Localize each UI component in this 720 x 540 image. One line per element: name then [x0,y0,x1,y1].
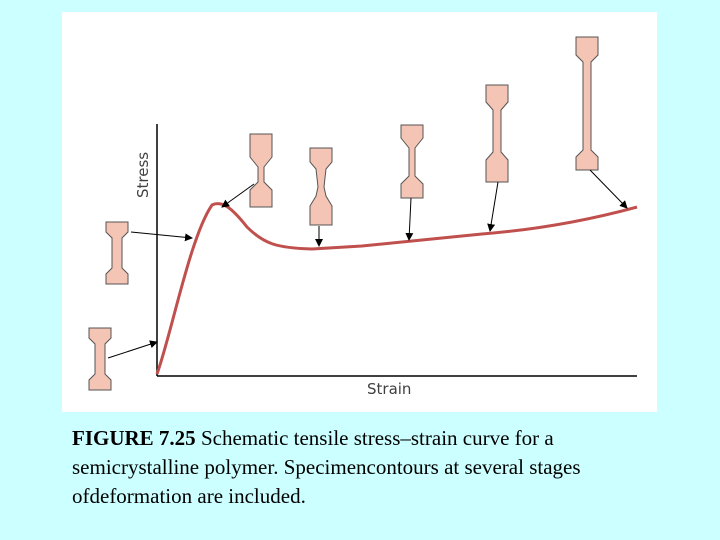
y-axis-label: Stress [134,152,152,198]
specimen-undeformed [88,327,112,391]
specimen-fully-drawn [575,36,599,171]
arrow-drawing [487,181,499,232]
specimen-drawing [485,84,509,183]
arrow-elastic [130,231,193,242]
x-axis-label: Strain [367,380,411,398]
figure-panel: Stress Strain [62,12,657,412]
arrow-fully-drawn [589,169,628,209]
caption-label: FIGURE 7.25 [72,426,196,450]
arrow-yield [221,183,255,208]
specimen-elastic [105,221,129,285]
caption-text: Schematic tensile stress–strain curve fo… [72,426,581,508]
specimen-neck-propagating [400,124,424,199]
specimen-yield-neck [249,133,273,208]
arrow-undeformed [107,340,158,359]
specimen-neck-forming [309,147,333,226]
stress-strain-diagram: Stress Strain [88,36,638,398]
arrow-neck-propagating [405,197,414,241]
figure-caption: FIGURE 7.25 Schematic tensile stress–str… [72,424,672,511]
stress-strain-curve [155,202,638,375]
